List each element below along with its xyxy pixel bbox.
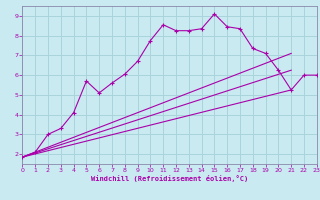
X-axis label: Windchill (Refroidissement éolien,°C): Windchill (Refroidissement éolien,°C) xyxy=(91,175,248,182)
